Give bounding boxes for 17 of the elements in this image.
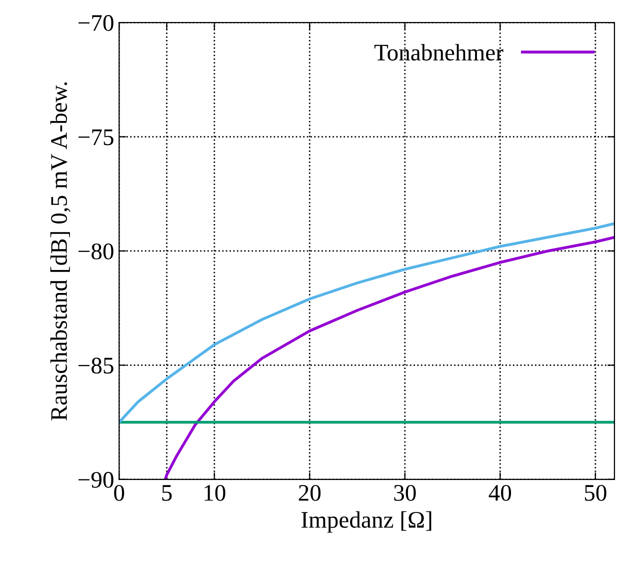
legend-label: Tonabnehmer — [374, 44, 504, 61]
y-tick-label: −90 — [78, 472, 114, 488]
x-axis-title: Impedanz [Ω] — [302, 511, 432, 533]
x-tick-label: 10 — [204, 484, 226, 501]
x-tick-label: 0 — [114, 484, 124, 501]
line-series — [119, 222, 614, 424]
x-tick-label: 5 — [162, 485, 172, 501]
x-tick-label: 20 — [298, 484, 321, 501]
y-tick-label: −75 — [78, 130, 114, 146]
y-axis-title: Rauschabstand [dB] 0,5 mV A-bew. — [50, 82, 70, 420]
x-tick-label: 30 — [394, 484, 416, 501]
x-tick-label: 40 — [488, 484, 512, 501]
y-tick-label: −70 — [78, 15, 114, 31]
y-tick-label: −80 — [78, 243, 114, 260]
y-tick-label: −85 — [78, 358, 114, 374]
line-series — [164, 236, 614, 480]
x-tick-label: 50 — [584, 484, 606, 501]
